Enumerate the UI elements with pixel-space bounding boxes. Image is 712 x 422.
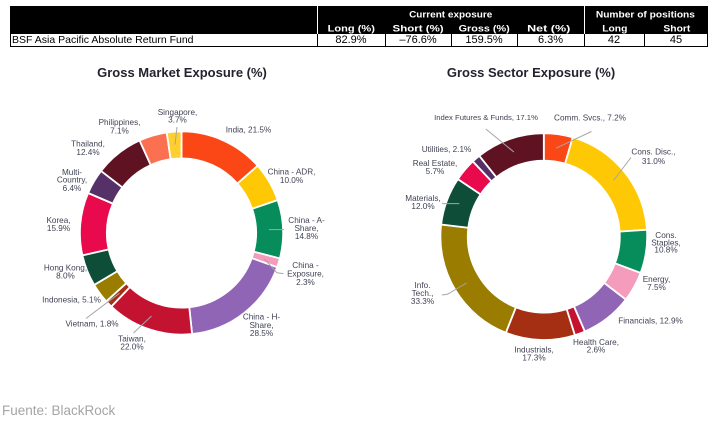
- svg-text:Real Estate,: Real Estate,: [413, 159, 458, 168]
- svg-text:Utilities, 2.1%: Utilities, 2.1%: [422, 145, 472, 154]
- svg-text:6.4%: 6.4%: [63, 184, 82, 193]
- svg-text:Financials, 12.9%: Financials, 12.9%: [618, 317, 683, 326]
- svg-text:Health Care,: Health Care,: [573, 338, 619, 347]
- svg-text:12.0%: 12.0%: [411, 202, 434, 211]
- svg-text:Info.: Info.: [415, 281, 431, 290]
- svg-text:Gross (%): Gross (%): [459, 23, 510, 33]
- svg-text:7.5%: 7.5%: [647, 283, 666, 292]
- svg-text:Tech.,: Tech.,: [412, 289, 434, 298]
- svg-text:28.5%: 28.5%: [250, 329, 273, 338]
- svg-text:Short: Short: [663, 23, 690, 33]
- svg-text:2.6%: 2.6%: [587, 346, 606, 355]
- svg-text:31.0%: 31.0%: [642, 157, 665, 166]
- svg-text:Indonesia, 5.1%: Indonesia, 5.1%: [42, 296, 101, 305]
- svg-text:Energy,: Energy,: [643, 275, 671, 284]
- svg-text:7.1%: 7.1%: [110, 126, 129, 135]
- svg-text:Cons.: Cons.: [655, 231, 676, 240]
- svg-text:Short (%): Short (%): [393, 23, 444, 33]
- svg-text:Country,: Country,: [57, 176, 87, 185]
- svg-text:Share,: Share,: [294, 224, 318, 233]
- svg-text:Cons. Disc.,: Cons. Disc.,: [631, 148, 675, 157]
- svg-text:India, 21.5%: India, 21.5%: [226, 126, 272, 135]
- svg-text:8.0%: 8.0%: [56, 272, 75, 281]
- svg-text:Materials,: Materials,: [405, 194, 441, 203]
- svg-text:Thailand,: Thailand,: [71, 139, 105, 148]
- svg-text:Gross Sector Exposure (%): Gross Sector Exposure (%): [447, 65, 615, 80]
- svg-text:10.8%: 10.8%: [654, 246, 677, 255]
- svg-text:10.0%: 10.0%: [280, 176, 303, 185]
- svg-text:Comm. Svcs., 7.2%: Comm. Svcs., 7.2%: [554, 113, 626, 122]
- svg-text:Philippines,: Philippines,: [99, 118, 141, 127]
- svg-text:Taiwan,: Taiwan,: [118, 334, 146, 343]
- svg-text:3.7%: 3.7%: [168, 116, 187, 125]
- svg-text:Staples,: Staples,: [651, 238, 681, 247]
- svg-text:China - H-: China - H-: [243, 312, 281, 321]
- svg-text:Net (%): Net (%): [527, 23, 570, 33]
- svg-text:Share,: Share,: [249, 321, 273, 330]
- svg-text:China -: China -: [292, 261, 319, 270]
- svg-text:Current exposure: Current exposure: [409, 9, 492, 19]
- svg-text:Long: Long: [602, 23, 627, 33]
- svg-text:Exposure,: Exposure,: [287, 269, 324, 278]
- svg-text:17.3%: 17.3%: [522, 353, 545, 362]
- svg-text:Index Futures & Funds, 17.1%: Index Futures & Funds, 17.1%: [434, 113, 538, 122]
- svg-text:Korea,: Korea,: [46, 216, 70, 225]
- svg-text:Number of positions: Number of positions: [596, 9, 695, 19]
- svg-text:22.0%: 22.0%: [120, 343, 143, 352]
- svg-text:14.8%: 14.8%: [295, 232, 318, 241]
- svg-text:15.9%: 15.9%: [47, 224, 70, 233]
- svg-text:5.7%: 5.7%: [426, 167, 445, 176]
- svg-text:33.3%: 33.3%: [411, 297, 434, 306]
- svg-text:12.4%: 12.4%: [76, 148, 99, 157]
- svg-text:Long (%): Long (%): [328, 23, 375, 33]
- svg-text:Multi-: Multi-: [62, 168, 82, 177]
- svg-text:Singapore,: Singapore,: [158, 108, 198, 117]
- svg-text:Gross Market Exposure (%): Gross Market Exposure (%): [97, 65, 267, 80]
- svg-text:Vietnam, 1.8%: Vietnam, 1.8%: [65, 319, 118, 328]
- svg-text:Industrials,: Industrials,: [514, 345, 554, 354]
- svg-text:China - A-: China - A-: [288, 216, 325, 225]
- svg-text:Hong Kong,: Hong Kong,: [44, 263, 87, 272]
- svg-text:2.3%: 2.3%: [296, 278, 315, 287]
- svg-text:China - ADR,: China - ADR,: [268, 168, 316, 177]
